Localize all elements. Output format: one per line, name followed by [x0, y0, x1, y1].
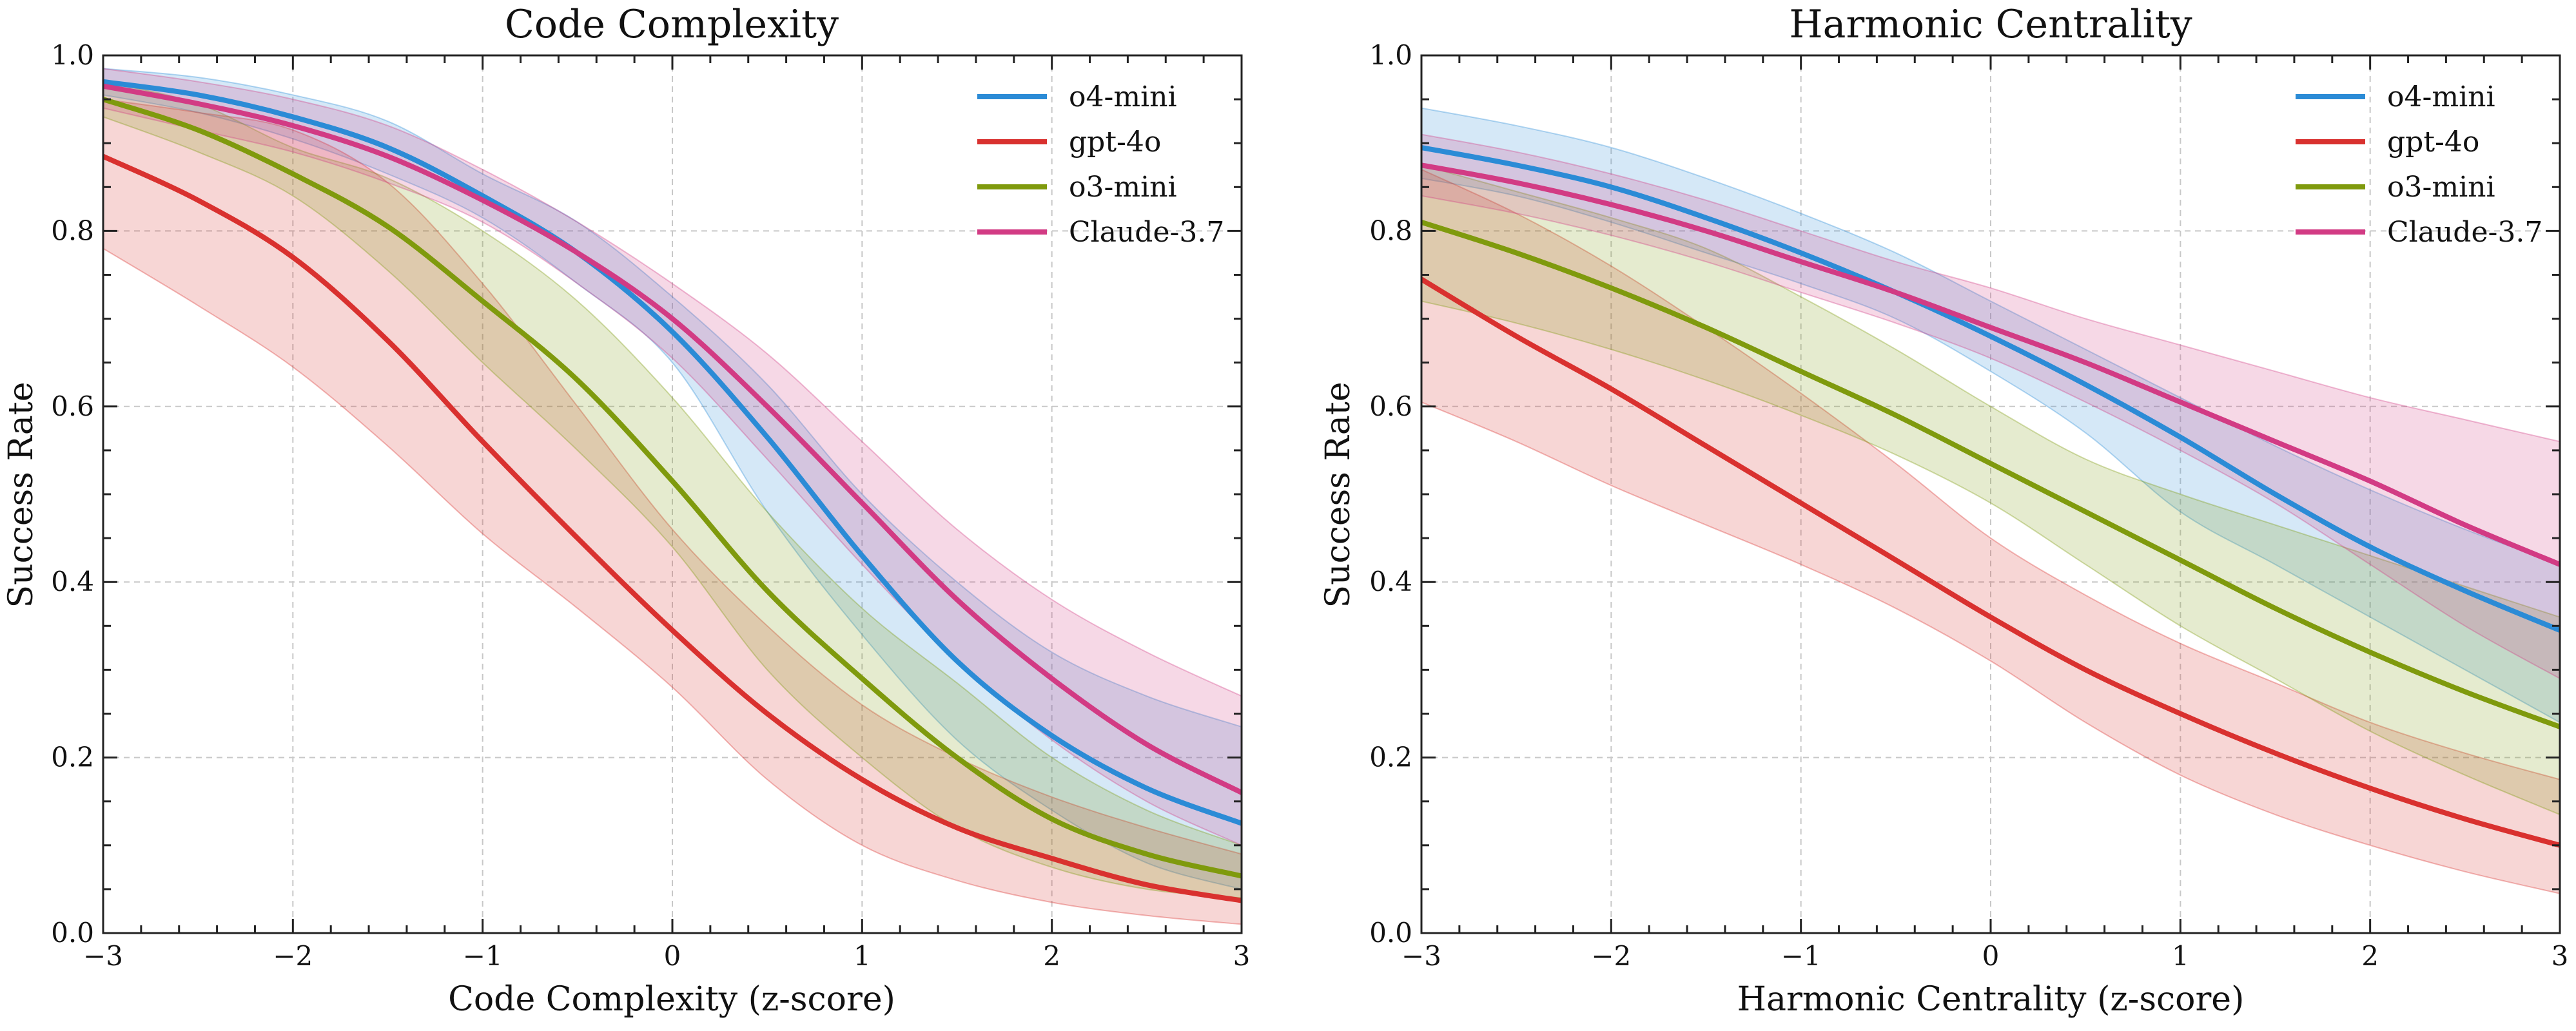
series-line-claude-3-7 [103, 83, 1242, 796]
y-axis-label: Success Rate [2, 381, 41, 608]
legend-item: Claude-3.7 [2296, 216, 2542, 249]
y-tick-label: 0.6 [51, 390, 94, 422]
y-tick-label: 0.6 [1369, 390, 1412, 422]
y-tick-label: 0.0 [51, 917, 94, 949]
x-tick-label: −3 [83, 940, 123, 972]
x-tick-label: −2 [1591, 940, 1631, 972]
legend-label: o4-mini [2387, 81, 2495, 113]
x-tick-label: 3 [1233, 940, 1251, 972]
series-line-o4-mini [103, 79, 1242, 826]
legend-item: o4-mini [2296, 81, 2495, 113]
x-tick-label: 2 [2361, 940, 2379, 972]
x-tick-label: −3 [1401, 940, 1441, 972]
y-tick-label: 0.2 [1369, 742, 1412, 773]
chart-code-complexity: Code Complexity Code Complexity (z-score… [2, 2, 1250, 1019]
legend-label: Claude-3.7 [1069, 216, 1224, 249]
ticks [1420, 54, 2561, 934]
legend-label: o3-mini [1069, 171, 1177, 204]
y-tick-label: 0.8 [51, 215, 94, 246]
series-lines [103, 79, 1242, 903]
legend-item: o3-mini [977, 171, 1177, 204]
legend-label: gpt-4o [2387, 126, 2479, 159]
ticks [102, 54, 1243, 934]
y-tick-label: 1.0 [51, 39, 94, 71]
series-lines [1421, 145, 2560, 848]
x-axis-label: Code Complexity (z-score) [448, 980, 895, 1019]
chart-harmonic-centrality: Harmonic Centrality Harmonic Centrality … [1319, 2, 2568, 1019]
legend: o4-mini gpt-4o o3-mini Claude-3.7 [977, 81, 1224, 249]
x-tick-label: 1 [854, 940, 871, 972]
legend-label: o4-mini [1069, 81, 1177, 113]
legend-item: gpt-4o [2296, 126, 2479, 159]
x-tick-label: 0 [664, 940, 681, 972]
series-line-o3-mini [103, 97, 1242, 879]
chart-title: Harmonic Centrality [1789, 2, 2192, 47]
x-tick-label: 0 [1982, 940, 2000, 972]
confidence-band-gpt-4o [103, 99, 1242, 925]
x-tick-label: −1 [463, 940, 503, 972]
y-tick-label: 0.0 [1369, 917, 1412, 949]
series-line-gpt-4o [1421, 276, 2560, 848]
y-tick-label: 0.2 [51, 742, 94, 773]
legend-item: Claude-3.7 [977, 216, 1224, 249]
legend-item: o3-mini [2296, 171, 2495, 204]
x-tick-label: 2 [1043, 940, 1060, 972]
series-line-claude-3-7 [1421, 162, 2560, 567]
series-line-o3-mini [1421, 219, 2560, 729]
series-line-o4-mini [1421, 145, 2560, 633]
y-axis-label: Success Rate [1319, 381, 1358, 608]
y-tick-label: 1.0 [1369, 39, 1412, 71]
legend-label: Claude-3.7 [2387, 216, 2542, 249]
legend: o4-mini gpt-4o o3-mini Claude-3.7 [2296, 81, 2542, 249]
y-tick-label: 0.4 [51, 566, 94, 597]
y-tick-label: 0.4 [1369, 566, 1412, 597]
legend-item: o4-mini [977, 81, 1177, 113]
chart-title: Code Complexity [505, 2, 839, 47]
legend-label: o3-mini [2387, 171, 2495, 204]
series-line-gpt-4o [103, 153, 1242, 903]
grid [1421, 55, 2560, 933]
y-tick-label: 0.8 [1369, 215, 1412, 246]
x-tick-label: −1 [1781, 940, 1821, 972]
tick-labels: −3 −2 −1 0 1 2 3 0.0 0.2 0.4 0.6 0.8 1.0 [51, 39, 1250, 972]
x-axis-label: Harmonic Centrality (z-score) [1737, 980, 2245, 1019]
legend-item: gpt-4o [977, 126, 1161, 159]
legend-label: gpt-4o [1069, 126, 1161, 159]
tick-labels: −3 −2 −1 0 1 2 3 0.0 0.2 0.4 0.6 0.8 1.0 [1369, 39, 2568, 972]
x-tick-label: 3 [2552, 940, 2569, 972]
x-tick-label: −2 [273, 940, 313, 972]
x-tick-label: 1 [2172, 940, 2189, 972]
